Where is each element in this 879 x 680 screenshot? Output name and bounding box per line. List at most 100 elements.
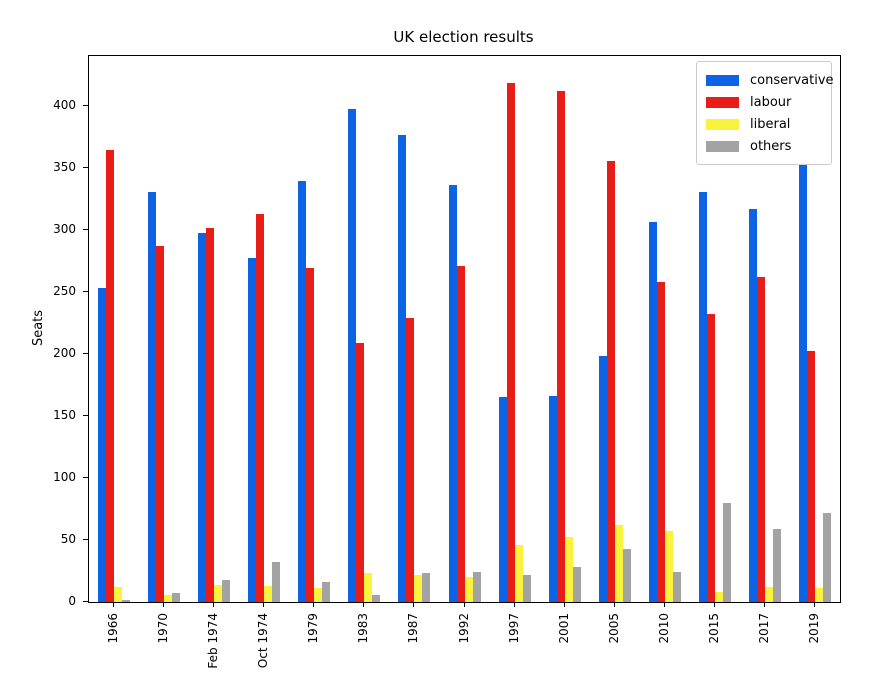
bar-conservative-2010 [648, 222, 657, 602]
y-tick-mark-350 [83, 166, 88, 168]
y-tick-label-100: 100 [53, 469, 76, 484]
x-tick-label-2001: 2001 [556, 613, 571, 644]
y-tick-mark-150 [83, 414, 88, 416]
bar-labour-1966 [106, 150, 115, 602]
y-tick-label-150: 150 [53, 407, 76, 422]
legend-label-others: others [750, 138, 792, 154]
x-tick-label-1970: 1970 [156, 613, 171, 644]
y-tick-mark-250 [83, 290, 88, 292]
bar-others-1970 [172, 593, 181, 602]
x-tick-mark-oct-1974 [263, 602, 265, 607]
bar-liberal-oct-1974 [264, 586, 273, 602]
bar-others-2001 [572, 567, 581, 602]
bar-liberal-2015 [714, 592, 723, 602]
bar-liberal-2010 [664, 531, 673, 602]
bar-labour-1987 [406, 318, 415, 602]
bar-liberal-1983 [364, 573, 373, 602]
x-tick-label-1983: 1983 [356, 613, 371, 644]
bar-others-2017 [772, 529, 781, 602]
legend-label-conservative: conservative [750, 72, 834, 88]
x-tick-mark-2017 [763, 602, 765, 607]
bar-conservative-1983 [348, 109, 357, 602]
x-tick-label-feb-1974: Feb 1974 [206, 613, 221, 669]
bar-liberal-2005 [614, 525, 623, 602]
legend-label-liberal: liberal [750, 116, 791, 132]
y-tick-label-300: 300 [53, 221, 76, 236]
x-tick-mark-feb-1974 [213, 602, 215, 607]
x-tick-mark-2001 [563, 602, 565, 607]
legend-row-conservative: conservative [706, 69, 834, 91]
x-tick-label-1979: 1979 [306, 613, 321, 644]
bar-labour-1983 [356, 343, 365, 602]
bar-labour-2017 [756, 277, 765, 602]
bar-conservative-feb-1974 [198, 233, 207, 602]
bar-conservative-2005 [598, 356, 607, 602]
chart-title: UK election results [393, 28, 534, 46]
x-tick-mark-2019 [813, 602, 815, 607]
x-tick-label-2017: 2017 [756, 613, 771, 644]
y-tick-mark-400 [83, 104, 88, 106]
bar-liberal-1997 [514, 545, 523, 602]
y-tick-label-200: 200 [53, 345, 76, 360]
x-tick-label-2005: 2005 [606, 613, 621, 644]
bar-labour-1979 [306, 268, 315, 602]
legend-row-liberal: liberal [706, 113, 822, 135]
bar-labour-1997 [506, 83, 515, 602]
legend-swatch-labour [706, 96, 739, 108]
y-tick-label-400: 400 [53, 97, 76, 112]
x-tick-mark-1966 [113, 602, 115, 607]
bar-conservative-1997 [498, 397, 507, 602]
bar-liberal-1966 [114, 587, 123, 602]
x-tick-label-1997: 1997 [506, 613, 521, 644]
x-tick-label-oct-1974: Oct 1974 [256, 613, 271, 669]
y-tick-label-50: 50 [60, 531, 76, 546]
bar-conservative-1979 [298, 181, 307, 602]
legend-swatch-conservative [706, 74, 739, 86]
x-tick-label-1966: 1966 [106, 613, 121, 644]
y-tick-mark-200 [83, 352, 88, 354]
bar-liberal-1987 [414, 575, 423, 602]
bar-others-1997 [522, 575, 531, 602]
bar-others-feb-1974 [222, 580, 231, 602]
x-tick-mark-2015 [713, 602, 715, 607]
legend-row-others: others [706, 135, 822, 157]
bar-others-2010 [672, 572, 681, 602]
legend-label-labour: labour [750, 94, 792, 110]
bar-labour-1992 [456, 266, 465, 602]
bar-labour-1970 [156, 246, 165, 602]
bar-conservative-1992 [448, 185, 457, 602]
bar-labour-2010 [656, 282, 665, 602]
x-tick-mark-1979 [313, 602, 315, 607]
bar-conservative-1987 [398, 135, 407, 602]
bar-liberal-2019 [814, 588, 823, 602]
bar-labour-oct-1974 [256, 214, 265, 602]
bar-others-1987 [422, 573, 431, 602]
bar-liberal-2001 [564, 537, 573, 602]
bar-labour-feb-1974 [206, 228, 215, 602]
bar-others-1966 [122, 600, 131, 602]
bar-others-oct-1974 [272, 562, 281, 602]
y-tick-mark-100 [83, 476, 88, 478]
x-tick-mark-1992 [463, 602, 465, 607]
plot-area [88, 55, 841, 603]
bar-labour-2001 [556, 91, 565, 602]
y-axis-label: Seats [31, 309, 46, 347]
x-tick-label-1987: 1987 [406, 613, 421, 644]
bar-conservative-2015 [698, 192, 707, 602]
bar-conservative-2017 [748, 209, 757, 602]
x-tick-label-1992: 1992 [456, 613, 471, 644]
bar-conservative-2019 [798, 152, 807, 602]
x-tick-label-2010: 2010 [656, 613, 671, 644]
bar-liberal-1970 [164, 595, 173, 602]
y-tick-label-350: 350 [53, 159, 76, 174]
bar-conservative-1966 [98, 288, 107, 602]
y-tick-mark-300 [83, 228, 88, 230]
x-tick-label-2015: 2015 [706, 613, 721, 644]
bar-conservative-2001 [548, 396, 557, 602]
bar-others-1983 [372, 595, 381, 602]
bar-others-2019 [822, 513, 831, 602]
x-tick-mark-2005 [613, 602, 615, 607]
x-tick-label-2019: 2019 [806, 613, 821, 644]
x-tick-mark-2010 [663, 602, 665, 607]
